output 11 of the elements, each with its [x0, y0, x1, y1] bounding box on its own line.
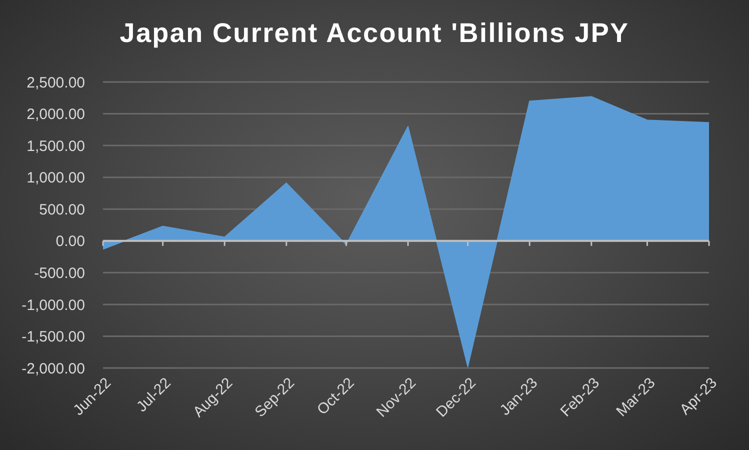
y-tick-label: -1,000.00: [22, 296, 85, 314]
y-tick-label: -500.00: [34, 264, 85, 282]
y-tick-label: 0.00: [56, 233, 85, 250]
y-tick-label: 2,500.00: [26, 74, 85, 92]
y-tick-label: 1,000.00: [26, 170, 85, 187]
y-tick-label: 2,000.00: [26, 106, 85, 124]
y-tick-label: -2,000.00: [22, 360, 85, 378]
y-tick-label: -1,500.00: [22, 328, 85, 346]
y-tick-label: 1,500.00: [26, 138, 85, 155]
chart-title: Japan Current Account 'Billions JPY: [118, 18, 630, 49]
y-tick-label: 500.00: [39, 201, 85, 218]
